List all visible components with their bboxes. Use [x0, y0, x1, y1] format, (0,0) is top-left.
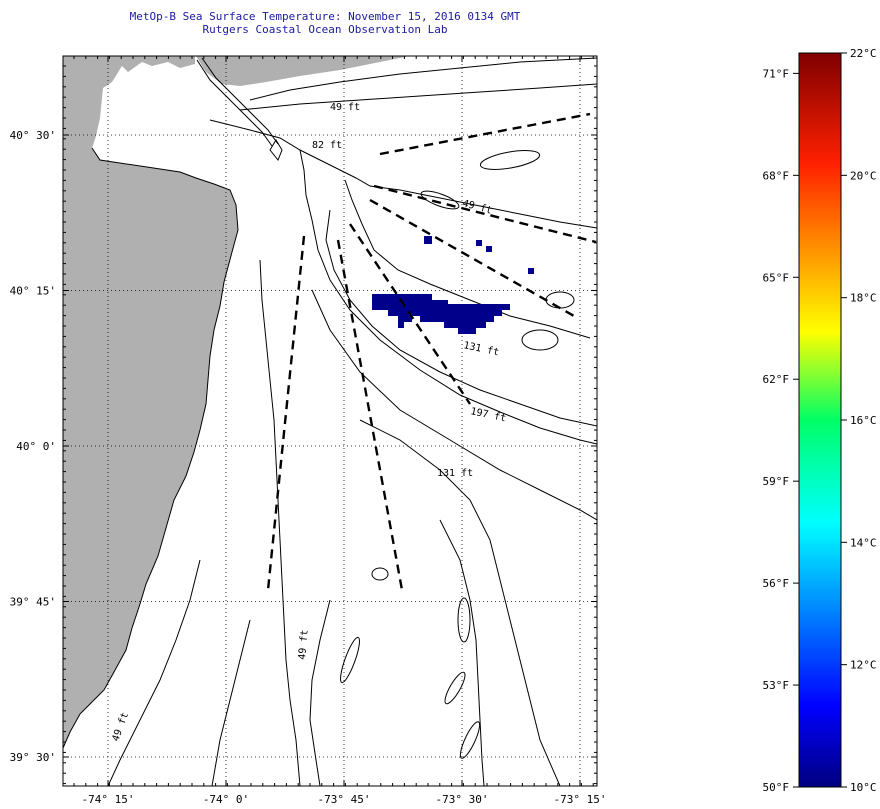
- lon-tick-label: -74° 15': [82, 793, 135, 806]
- lat-tick-label: 40° 30': [10, 129, 56, 142]
- colorbar-fahrenheit-label: 68°F: [763, 169, 790, 182]
- latitude-labels: 40° 30' 40° 15' 40° 0' 39° 45' 39° 30': [10, 129, 56, 764]
- lon-tick-label: -74° 0': [203, 793, 249, 806]
- tick-marks: [63, 56, 597, 786]
- lat-tick-label: 39° 30': [10, 751, 56, 764]
- chart-title: MetOp-B Sea Surface Temperature: Novembe…: [129, 10, 521, 23]
- colorbar-celsius-labels: 22°C 20°C 18°C 16°C 14°C 12°C 10°C: [850, 47, 877, 794]
- lat-tick-label: 40° 15': [10, 285, 56, 298]
- colorbar-celsius-label: 22°C: [850, 47, 877, 60]
- depth-label: 49 ft: [297, 629, 311, 660]
- longitude-labels: -74° 15' -74° 0' -73° 45' -73° 30' -73° 15': [82, 793, 607, 806]
- land-new-jersey: [63, 56, 238, 748]
- map-frame: [62, 55, 598, 787]
- sst-cold-patch: [372, 236, 534, 334]
- colorbar-fahrenheit-label: 50°F: [763, 781, 790, 794]
- lon-tick-label: -73° 15': [554, 793, 607, 806]
- depth-label: 82 ft: [312, 140, 342, 151]
- colorbar-celsius-label: 16°C: [850, 414, 877, 427]
- colorbar: [798, 52, 842, 788]
- lon-tick-label: -73° 30': [436, 793, 489, 806]
- colorbar-ticks: [793, 52, 847, 788]
- graticule: [63, 56, 597, 786]
- lat-tick-label: 39° 45': [10, 596, 56, 609]
- colorbar-celsius-label: 18°C: [850, 292, 877, 305]
- depth-label: 49 ft: [110, 711, 131, 743]
- colorbar-fahrenheit-label: 53°F: [763, 679, 790, 692]
- colorbar-celsius-label: 20°C: [850, 169, 877, 182]
- transect-lines: [266, 112, 597, 591]
- land-long-island: [196, 56, 410, 86]
- colorbar-fahrenheit-label: 65°F: [763, 271, 790, 284]
- colorbar-celsius-label: 10°C: [850, 781, 877, 794]
- depth-label: 197 ft: [469, 406, 507, 424]
- colorbar-fahrenheit-labels: 71°F 68°F 65°F 62°F 59°F 56°F 53°F 50°F: [763, 67, 790, 794]
- depth-label: 131 ft: [462, 340, 500, 358]
- lon-tick-label: -73° 45': [318, 793, 371, 806]
- colorbar-fahrenheit-label: 62°F: [763, 373, 790, 386]
- chart-subtitle: Rutgers Coastal Ocean Observation Lab: [202, 23, 448, 36]
- colorbar-celsius-label: 12°C: [850, 659, 877, 672]
- colorbar-fahrenheit-label: 59°F: [763, 475, 790, 488]
- lat-tick-label: 40° 0': [16, 440, 56, 453]
- colorbar-fahrenheit-label: 56°F: [763, 577, 790, 590]
- depth-label: 49 ft: [461, 198, 493, 216]
- bathymetry-contours: [107, 57, 597, 786]
- colorbar-celsius-label: 14°C: [850, 536, 877, 549]
- colorbar-fahrenheit-label: 71°F: [763, 67, 790, 80]
- coastline: [63, 147, 239, 749]
- depth-label: 131 ft: [437, 468, 473, 479]
- depth-label: 49 ft: [330, 102, 360, 113]
